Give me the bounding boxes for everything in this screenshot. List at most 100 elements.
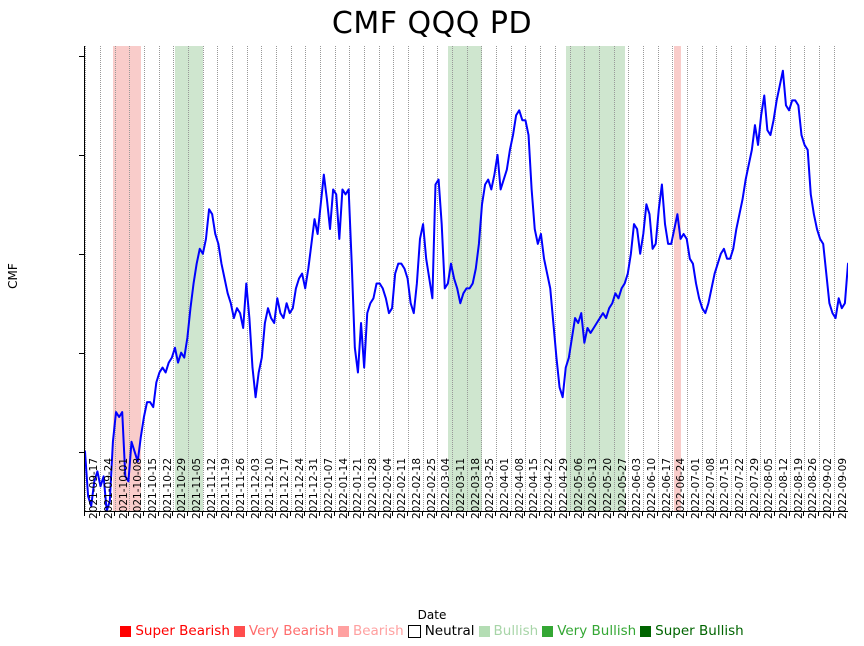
- legend-item-very-bearish[interactable]: Very Bearish: [233, 623, 334, 639]
- x-axis-tick-mark: [216, 511, 218, 516]
- series-line-cmf: [85, 69, 848, 511]
- x-axis-tick-mark: [759, 511, 761, 516]
- x-axis-tick-label: 2021-11-05: [191, 457, 203, 519]
- x-axis-tick-mark: [304, 511, 306, 516]
- x-axis-tick-label: 2022-04-15: [528, 457, 541, 519]
- gridline: [466, 46, 468, 511]
- y-axis-tick-mark: [79, 55, 84, 57]
- x-axis-tick-mark: [627, 511, 629, 516]
- gridline: [114, 46, 116, 511]
- x-axis-label: Date: [417, 608, 447, 622]
- x-axis-tick-label: 2021-10-29: [176, 457, 189, 519]
- x-axis-tick-mark: [495, 511, 497, 516]
- y-axis-tick-mark: [79, 253, 84, 255]
- x-axis-tick-mark: [612, 511, 614, 516]
- x-axis-tick-mark: [671, 511, 673, 516]
- x-axis-tick-label: 2021-11-19: [220, 457, 233, 519]
- x-axis-tick-label: 2022-03-18: [469, 457, 482, 519]
- x-axis-tick-mark: [98, 511, 100, 516]
- x-axis-tick-mark: [84, 511, 86, 516]
- x-axis-tick-label: 2021-09-24: [102, 457, 115, 519]
- x-axis-tick-mark: [539, 511, 541, 516]
- x-axis-tick-mark: [583, 511, 585, 516]
- legend-item-super-bullish[interactable]: Super Bullish: [640, 623, 744, 639]
- x-axis-tick-label: 2022-07-22: [733, 457, 746, 519]
- x-axis-tick-mark: [201, 511, 203, 516]
- x-axis-tick-label: 2022-07-01: [689, 457, 702, 519]
- x-axis-tick-label: 2021-12-10: [264, 457, 277, 519]
- legend-label: Bearish: [352, 623, 404, 639]
- legend-item-bullish[interactable]: Bullish: [478, 623, 539, 639]
- legend-label: Super Bullish: [655, 623, 744, 639]
- x-axis-tick-mark: [729, 511, 731, 516]
- x-axis-tick-label: 2022-06-10: [645, 457, 658, 519]
- x-axis-tick-label: 2021-10-01: [117, 457, 130, 519]
- gridline: [833, 46, 835, 511]
- x-axis-tick-mark: [377, 511, 379, 516]
- gridline: [188, 46, 189, 511]
- x-axis-tick-mark: [685, 511, 687, 516]
- x-axis-tick-mark: [348, 511, 350, 516]
- gridline: [349, 46, 351, 511]
- legend-label: Bullish: [493, 623, 539, 639]
- x-axis-tick-label: 2022-06-24: [675, 457, 688, 519]
- x-axis-tick-mark: [260, 511, 262, 516]
- legend-label: Very Bullish: [557, 623, 637, 639]
- x-axis-tick-label: 2021-11-26: [235, 457, 248, 519]
- gridline: [540, 46, 542, 511]
- legend-swatch-icon: [542, 625, 554, 637]
- x-axis-tick-mark: [245, 511, 247, 516]
- x-axis-tick-mark: [641, 511, 643, 516]
- x-axis-tick-label: 2022-08-12: [777, 457, 790, 519]
- legend-swatch-icon: [407, 624, 421, 638]
- gridline: [818, 46, 820, 511]
- x-axis-tick-label: 2022-04-08: [513, 457, 526, 519]
- x-axis-tick-label: 2022-05-20: [601, 457, 614, 519]
- x-axis-tick-label: 2022-02-11: [396, 457, 409, 519]
- gridline: [232, 46, 234, 511]
- x-axis-tick-mark: [392, 511, 394, 516]
- x-axis-tick-mark: [187, 511, 188, 516]
- gridline: [261, 46, 263, 511]
- x-axis-tick-label: 2022-08-19: [792, 457, 805, 519]
- y-axis-tick-mark: [79, 154, 84, 156]
- x-axis-tick-label: 2022-05-27: [616, 457, 629, 519]
- gridline: [452, 46, 454, 511]
- gridline: [510, 46, 512, 511]
- gridline: [378, 46, 380, 511]
- gridline: [584, 46, 586, 511]
- x-axis-tick-label: 2022-03-04: [440, 457, 453, 519]
- x-axis-tick-label: 2022-05-13: [587, 457, 600, 519]
- gridline: [143, 46, 145, 511]
- x-axis-tick-mark: [788, 511, 790, 516]
- gridline: [628, 46, 630, 511]
- x-axis-tick-mark: [568, 511, 570, 516]
- x-axis-tick-label: 2022-07-29: [748, 457, 761, 519]
- gridline: [774, 46, 776, 511]
- gridline: [408, 46, 410, 511]
- x-axis-tick-mark: [421, 511, 423, 516]
- x-axis-tick-mark: [597, 511, 599, 516]
- x-axis-tick-label: 2022-01-21: [352, 457, 365, 519]
- gridline: [85, 46, 87, 511]
- legend-item-bearish[interactable]: Bearish: [337, 623, 404, 639]
- gridline: [598, 46, 600, 511]
- x-axis-tick-mark: [656, 511, 658, 516]
- x-axis-tick-label: 2021-12-31: [308, 457, 321, 519]
- legend-item-very-bullish[interactable]: Very Bullish: [542, 623, 636, 639]
- x-axis-tick-mark: [231, 511, 233, 516]
- gridline: [657, 46, 659, 511]
- x-axis-tick-mark: [436, 511, 438, 516]
- x-axis-tick-mark: [553, 511, 555, 516]
- x-axis-tick-mark: [773, 511, 775, 516]
- x-axis-tick-mark: [744, 511, 746, 516]
- legend-item-neutral[interactable]: Neutral: [407, 623, 475, 639]
- x-axis-tick-mark: [333, 511, 335, 516]
- x-axis-tick-mark: [832, 511, 834, 516]
- legend-item-super-bearish[interactable]: Super Bearish: [120, 623, 230, 639]
- x-axis-tick-label: 2022-03-11: [455, 457, 468, 519]
- gridline: [554, 46, 556, 511]
- gridline: [202, 46, 204, 511]
- gridline: [320, 46, 322, 511]
